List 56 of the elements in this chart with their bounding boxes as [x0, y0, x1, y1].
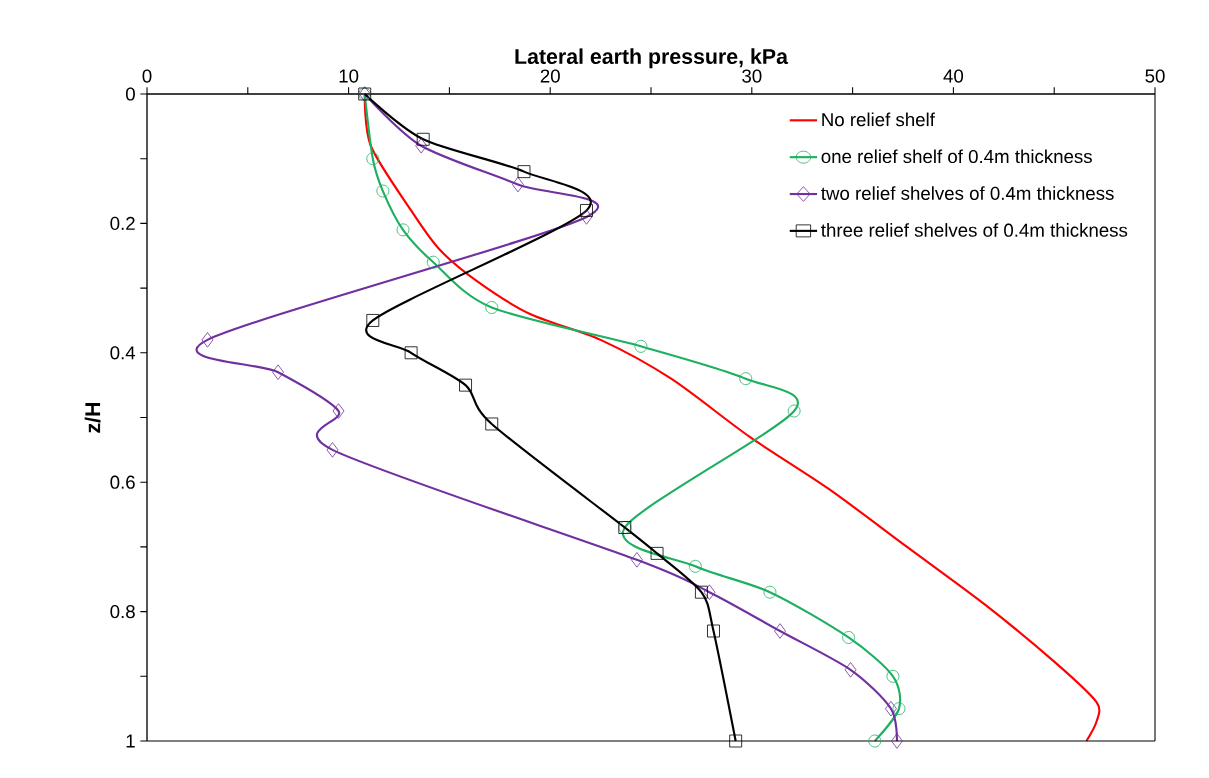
point	[774, 623, 786, 639]
point	[763, 585, 777, 599]
y-tick-label: 0.8	[110, 604, 135, 619]
point	[787, 404, 801, 418]
point	[707, 624, 720, 638]
y-tick-label: 0.6	[110, 475, 135, 489]
x-tick-label: 50	[1145, 69, 1165, 83]
y-tick-label: 0	[125, 87, 135, 101]
point	[739, 372, 753, 386]
point	[512, 176, 524, 193]
point	[688, 559, 702, 573]
point	[868, 734, 882, 748]
point	[485, 301, 499, 314]
x-axis-title: Lateral earth pressure, kPa	[515, 48, 789, 69]
point	[376, 184, 390, 198]
legend-label: three relief shelves of 0.4m thickness	[821, 223, 1128, 237]
legend-label: one relief shelf of 0.4m thickness	[821, 149, 1092, 164]
point	[416, 132, 430, 146]
point	[580, 209, 593, 225]
point	[404, 346, 418, 360]
point	[842, 631, 855, 644]
x-tick-label: 40	[943, 69, 964, 83]
point	[396, 223, 410, 237]
x-tick-label: 0	[142, 69, 152, 83]
point	[485, 417, 499, 431]
point	[703, 584, 716, 600]
point	[729, 734, 743, 748]
y-tick-label: 0.2	[110, 216, 135, 231]
point	[201, 332, 214, 348]
x-tick-label: 10	[339, 69, 359, 83]
point	[326, 442, 339, 458]
legend-label: two relief shelves of 0.4m thickness	[821, 186, 1114, 200]
point	[459, 378, 472, 392]
point	[695, 585, 708, 599]
y-tick-label: 1	[126, 734, 135, 748]
point	[650, 546, 664, 560]
point	[426, 255, 440, 269]
point	[885, 700, 897, 717]
point	[891, 733, 903, 749]
point	[272, 364, 284, 380]
point	[886, 669, 900, 683]
point	[844, 662, 857, 678]
point	[332, 403, 345, 419]
legend-label: No relief shelf	[822, 112, 935, 127]
point	[366, 314, 380, 327]
point	[517, 165, 531, 179]
y-tick-label: 0.4	[110, 346, 136, 360]
x-tick-label: 20	[540, 69, 560, 83]
point	[415, 138, 428, 154]
x-tick-label: 30	[742, 69, 762, 83]
point	[580, 204, 593, 217]
point	[634, 339, 648, 353]
point	[892, 702, 906, 716]
point	[631, 552, 643, 568]
y-axis-title: z/H	[84, 402, 101, 433]
point	[366, 152, 380, 166]
